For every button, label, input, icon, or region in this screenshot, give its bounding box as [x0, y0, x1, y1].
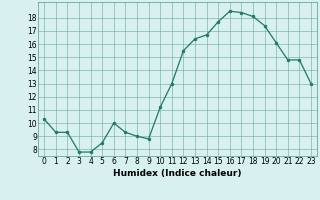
X-axis label: Humidex (Indice chaleur): Humidex (Indice chaleur): [113, 169, 242, 178]
